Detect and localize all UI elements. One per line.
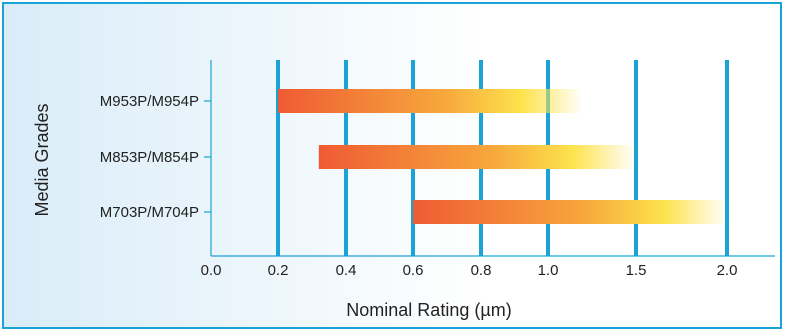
x-tick-label: 0.2 [268,262,289,279]
x-tick-label: 2.0 [717,262,738,279]
category-label: M703P/M704P [100,204,199,221]
x-tick-label: 0.4 [336,262,357,279]
category-label: M953P/M954P [100,93,199,110]
range-bar [413,200,727,224]
category-label: M853P/M854P [100,149,199,166]
x-tick-label: 0.8 [471,262,492,279]
x-tick-label: 0.0 [201,262,222,279]
range-bar [278,89,584,113]
range-bar [318,145,636,169]
x-axis-title: Nominal Rating (µm) [346,300,511,320]
x-tick-label: 0.6 [403,262,424,279]
x-tick-label: 1.0 [538,262,559,279]
x-tick-label: 1.5 [626,262,647,279]
y-axis-title: Media Grades [32,103,52,216]
